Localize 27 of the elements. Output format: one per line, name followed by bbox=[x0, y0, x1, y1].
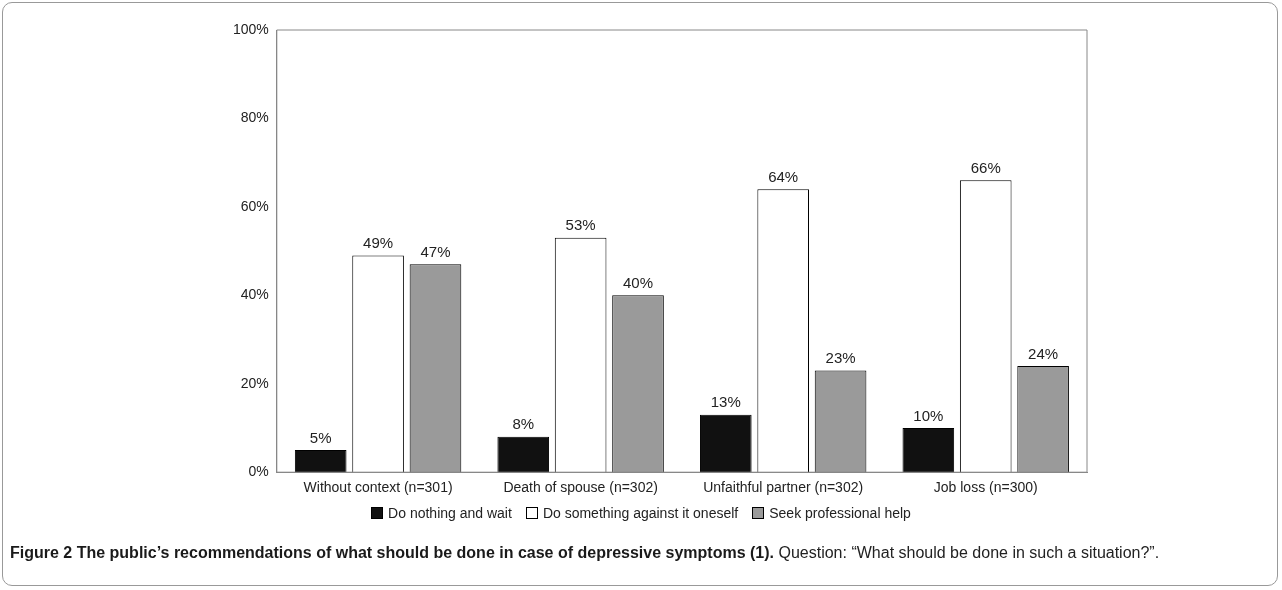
y-tick-label: 0% bbox=[248, 463, 269, 480]
x-tick-label: Death of spouse (n=302) bbox=[503, 479, 658, 496]
data-label: 66% bbox=[970, 158, 1001, 176]
y-tick-label: 80% bbox=[240, 109, 269, 126]
x-tick-label: Job loss (n=300) bbox=[933, 479, 1038, 496]
data-label: 10% bbox=[913, 406, 944, 424]
x-tick-label: Without context (n=301) bbox=[303, 479, 453, 496]
text: Do something against it oneself bbox=[542, 505, 739, 521]
text: Question: “What should be done in such a situation?”. bbox=[778, 544, 1160, 561]
y-tick-label: 100% bbox=[232, 20, 269, 37]
text: Figure 2 The public’s recommendations of what should be done in case of depressive symptoms (1). bbox=[10, 544, 775, 561]
y-tick-label: 60% bbox=[240, 197, 269, 214]
data-label: 40% bbox=[623, 273, 654, 291]
data-label: 47% bbox=[420, 243, 451, 261]
data-label: 23% bbox=[825, 349, 856, 367]
y-tick-label: 40% bbox=[240, 286, 269, 303]
data-label: 13% bbox=[710, 393, 741, 411]
data-label: 64% bbox=[768, 167, 799, 185]
y-tick-label: 20% bbox=[240, 374, 269, 391]
legend-label: Do nothing and wait bbox=[388, 505, 512, 521]
data-label: 24% bbox=[1028, 344, 1059, 362]
data-label: 53% bbox=[565, 216, 596, 234]
legend-label: Seek professional help bbox=[769, 505, 911, 521]
x-tick-label: Unfaithful partner (n=302) bbox=[703, 479, 864, 496]
data-label: 8% bbox=[512, 415, 535, 433]
data-label: 49% bbox=[363, 234, 394, 252]
data-label: 5% bbox=[309, 428, 332, 446]
